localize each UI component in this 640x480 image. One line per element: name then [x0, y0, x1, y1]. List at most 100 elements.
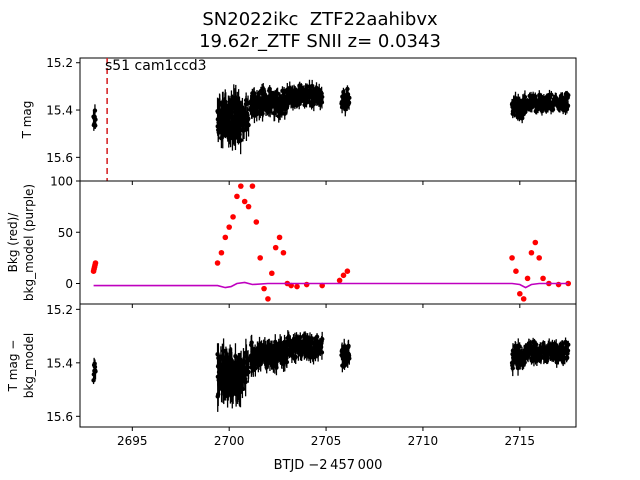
bkg-point: [230, 214, 236, 220]
bkg-point: [565, 280, 572, 287]
bkg-point: [257, 255, 263, 261]
x-tick-label: 2710: [408, 434, 439, 448]
y-axis-label: bkg_model (purple): [22, 184, 36, 301]
bkg-point: [249, 183, 256, 189]
data-point: [346, 343, 351, 349]
data-point: [565, 348, 571, 353]
y-axis-label: T mag −: [6, 340, 20, 393]
bkg-point: [294, 283, 300, 290]
bkg-point: [536, 255, 542, 261]
plot-area: [90, 183, 572, 302]
y-tick-label: 0: [65, 277, 73, 291]
bkg-point: [336, 277, 343, 284]
bkg-point: [303, 281, 310, 288]
data-point: [93, 123, 98, 128]
x-axis-label: BTJD −2 457 000: [274, 458, 383, 473]
bkg-point: [92, 260, 99, 266]
panel-2: 15.2 15.4 15.6 T mag − bkg_model 2695 2700 2705…: [6, 303, 577, 448]
data-point: [566, 342, 571, 347]
axes-frame: [79, 303, 577, 428]
data-point: [564, 355, 570, 360]
bkg-point: [234, 193, 240, 200]
y-tick-label: 15.6: [46, 410, 73, 424]
data-point: [246, 122, 251, 128]
bkg-model-line: [93, 281, 569, 289]
data-point: [243, 379, 248, 385]
data-point: [229, 358, 234, 363]
data-point: [565, 103, 571, 108]
y-tick-label: 100: [50, 175, 73, 189]
data-point: [91, 378, 96, 383]
bkg-point: [269, 270, 275, 277]
data-point: [517, 344, 522, 349]
bkg-point: [340, 272, 347, 279]
y-axis-label: T mag: [20, 101, 34, 140]
data-point: [347, 356, 352, 361]
bkg-point: [280, 249, 287, 256]
data-point: [92, 108, 98, 113]
data-point: [93, 369, 98, 374]
data-point: [284, 359, 290, 365]
bkg-point: [241, 198, 248, 205]
bkg-point: [540, 275, 546, 282]
bkg-point: [528, 249, 535, 256]
bkg-point: [245, 203, 252, 210]
bkg-point: [222, 234, 229, 241]
y-tick-label: 15.4: [46, 356, 73, 370]
data-point: [314, 334, 320, 339]
data-point: [319, 94, 325, 100]
y-axis-label: Bkg (red)/: [6, 212, 20, 273]
panel-1: 0 50 100 Bkg (red)/bkg_model (purple): [6, 175, 577, 308]
data-point: [282, 111, 287, 116]
data-point: [93, 117, 98, 122]
data-point: [346, 100, 352, 105]
bkg-point: [555, 281, 562, 288]
data-point: [549, 92, 554, 97]
plot-area: [91, 79, 571, 155]
bkg-point: [509, 255, 515, 261]
bkg-point: [253, 219, 260, 225]
annotation-label: s51 cam1ccd3: [105, 58, 207, 74]
y-tick-label: 15.2: [46, 303, 73, 317]
bkg-point: [238, 183, 244, 189]
bkg-point: [532, 239, 539, 246]
y-tick-label: 15.4: [46, 104, 73, 118]
bkg-point: [513, 268, 519, 275]
data-point: [293, 354, 298, 360]
bkg-point: [524, 275, 531, 282]
panel-0: 15.2 15.4 15.6 T mag s51 cam1ccd3: [20, 56, 577, 185]
data-point: [566, 93, 571, 98]
chart-title-line2: 19.62r_ZTF SNII z= 0.0343: [199, 31, 441, 52]
bkg-point: [517, 290, 523, 297]
y-tick-label: 15.6: [46, 151, 73, 165]
data-point: [319, 336, 325, 342]
data-point: [309, 336, 314, 341]
chart-title-line1: SN2022ikc ZTF22aahibvx: [202, 9, 438, 30]
bkg-point: [272, 244, 279, 251]
data-point: [319, 350, 325, 355]
x-tick-label: 2695: [117, 434, 148, 448]
plot-area: [91, 330, 571, 412]
axes-frame: [79, 57, 577, 182]
data-point: [510, 366, 515, 371]
data-point: [249, 340, 254, 345]
x-tick-label: 2715: [505, 434, 536, 448]
y-tick-label: 50: [58, 226, 73, 240]
bkg-point: [520, 296, 527, 302]
data-point: [347, 95, 352, 101]
data-point: [246, 369, 251, 375]
bkg-point: [214, 260, 221, 266]
bkg-point: [261, 285, 267, 292]
x-tick-label: 2700: [214, 434, 245, 448]
data-point: [311, 355, 316, 360]
bkg-point: [276, 234, 283, 241]
x-tick-label: 2705: [311, 434, 342, 448]
bkg-point: [226, 224, 232, 230]
data-point: [528, 343, 533, 348]
y-axis-label: bkg_model: [22, 333, 36, 399]
y-tick-label: 15.2: [46, 56, 73, 70]
bkg-point: [265, 296, 271, 302]
data-point: [238, 138, 243, 143]
bkg-point: [344, 268, 351, 275]
